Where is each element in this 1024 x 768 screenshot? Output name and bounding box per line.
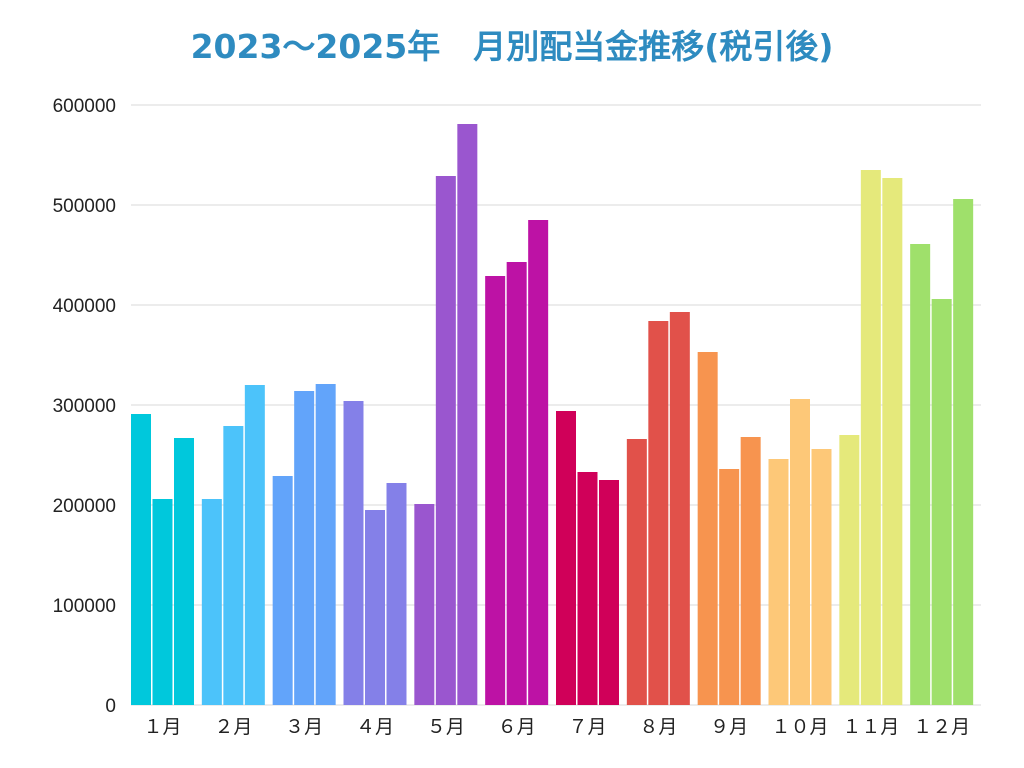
bar (740, 437, 761, 705)
x-category-label: １２月 (913, 716, 970, 738)
x-category-label: ５月 (427, 716, 465, 738)
bar (528, 220, 549, 705)
bar (506, 262, 527, 705)
bar (386, 483, 407, 705)
bar (201, 499, 222, 705)
bar (435, 176, 456, 705)
y-axis-ticks: 0 100000 200000 300000 400000 500000 600000 (53, 96, 116, 717)
bar (365, 510, 385, 705)
bar (223, 426, 244, 705)
bar (556, 411, 576, 705)
x-category-label: ３月 (285, 716, 323, 738)
y-tick-label: 0 (105, 696, 116, 717)
bar (790, 399, 810, 705)
bar (839, 435, 860, 705)
bar (953, 199, 974, 705)
bar (719, 469, 740, 705)
bar (768, 459, 789, 705)
bar (697, 352, 718, 705)
bars (131, 124, 974, 705)
y-tick-label: 500000 (53, 196, 116, 217)
x-category-label: ２月 (214, 716, 252, 738)
y-tick-label: 300000 (53, 396, 116, 417)
bar (811, 449, 832, 705)
y-tick-label: 400000 (53, 296, 116, 317)
bar (174, 438, 194, 705)
y-tick-label: 600000 (53, 96, 116, 117)
bar (343, 401, 364, 705)
bar (485, 276, 506, 705)
bar (244, 385, 265, 705)
bar (626, 439, 647, 705)
x-category-label: ８月 (639, 716, 677, 738)
x-category-label: ４月 (356, 716, 394, 738)
chart-title: 2023～2025年 月別配当金推移(税引後) (191, 27, 834, 66)
bar (131, 414, 151, 705)
bar (910, 244, 931, 705)
x-category-label: ７月 (568, 716, 606, 738)
x-category-label: ９月 (710, 716, 748, 738)
x-category-label: ６月 (498, 716, 536, 738)
bar (648, 321, 669, 705)
bar (294, 391, 315, 705)
bar (152, 499, 173, 705)
x-category-label: １１月 (842, 716, 899, 738)
bar (414, 504, 435, 705)
bar (577, 472, 598, 705)
bar (272, 476, 293, 705)
y-tick-label: 200000 (53, 496, 116, 517)
bar (931, 299, 952, 705)
bar (599, 480, 619, 705)
bar (860, 170, 881, 705)
x-axis-categories: １月 ２月 ３月 ４月 ５月 ６月 ７月 ８月 ９月 １０月 １１月 １２月 (143, 716, 970, 738)
bar (669, 312, 690, 705)
bar (315, 384, 336, 705)
bar (457, 124, 478, 705)
y-tick-label: 100000 (53, 596, 116, 617)
x-category-label: １０月 (771, 716, 828, 738)
x-category-label: １月 (143, 716, 181, 738)
bar (882, 178, 903, 705)
